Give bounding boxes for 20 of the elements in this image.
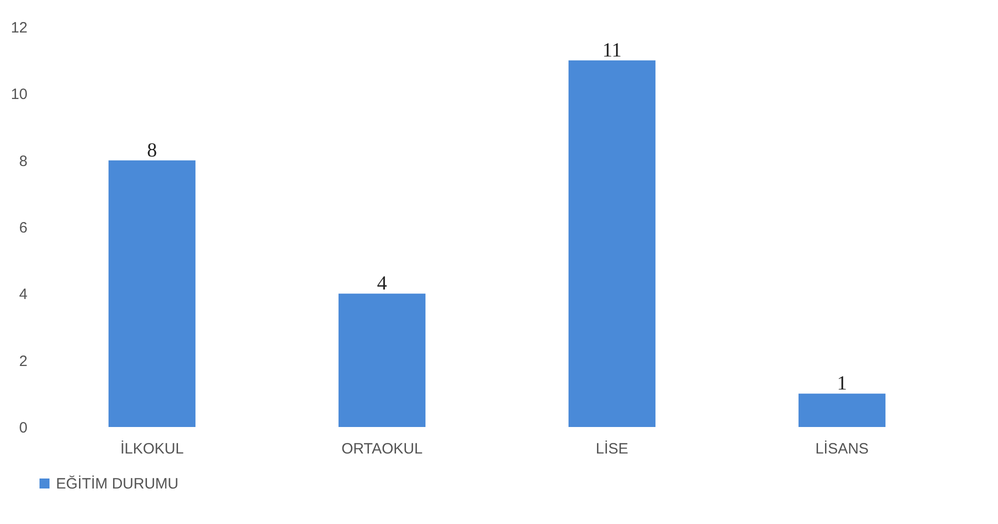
bar [798, 394, 886, 427]
y-tick-label: 2 [19, 352, 28, 370]
y-tick-label: 0 [19, 420, 28, 436]
y-tick-label: 8 [19, 152, 28, 170]
data-label: 4 [377, 272, 387, 295]
x-tick-label: LİSANS [815, 440, 869, 458]
data-label: 8 [147, 139, 157, 162]
x-tick-label: LİSE [596, 440, 628, 458]
legend-label: EĞİTİM DURUMU [56, 474, 178, 492]
bar [338, 294, 426, 427]
y-tick-label: 6 [19, 220, 28, 236]
data-label: 1 [837, 372, 847, 395]
data-label: 11 [602, 39, 622, 62]
bar [108, 160, 196, 427]
y-tick-label: 12 [10, 20, 28, 36]
y-tick-label: 10 [10, 86, 28, 104]
x-tick-label: İLKOKUL [120, 440, 184, 458]
bar [568, 60, 656, 427]
x-tick-label: ORTAOKUL [341, 440, 423, 458]
y-tick-label: 4 [19, 286, 28, 304]
